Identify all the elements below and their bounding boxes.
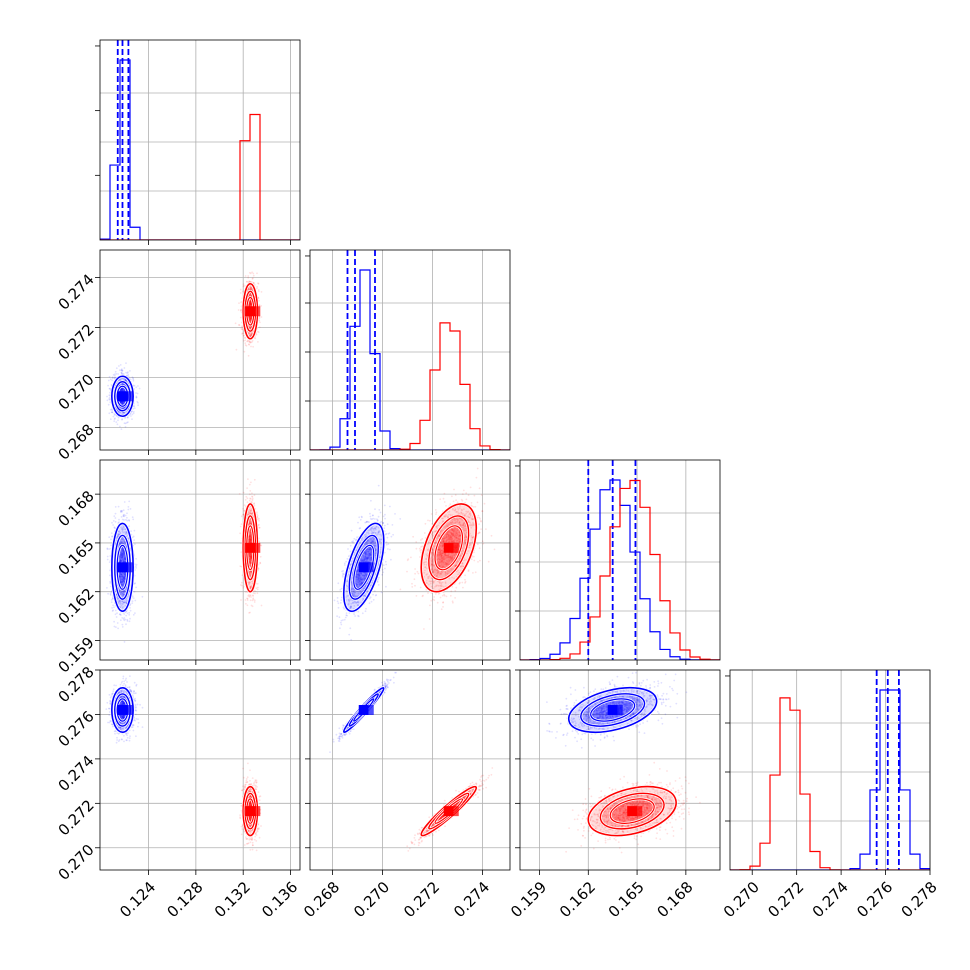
x-tick-label: 0.278 [898, 878, 941, 921]
grid-lines [310, 670, 510, 870]
scatter-panel-3-1 [95, 460, 300, 665]
x-tick-label: 0.124 [116, 878, 159, 921]
density-peak [117, 562, 127, 572]
density-peak [117, 391, 127, 401]
x-tick-label: 0.136 [258, 878, 301, 921]
x-tick-label: 0.128 [164, 878, 207, 921]
scatter-panel-4-2 [305, 669, 510, 875]
x-tick-label: 0.276 [853, 878, 896, 921]
contours-series-1 [112, 688, 133, 732]
scatter-panel-3-2 [305, 460, 510, 665]
contours-series-2 [583, 778, 681, 844]
density-peak [245, 306, 255, 316]
x-tick-label: 0.272 [400, 878, 443, 921]
x-tick-label: 0.162 [556, 878, 599, 921]
density-peak [608, 705, 618, 715]
y-tick-label: 0.165 [55, 536, 98, 579]
density-peak [444, 806, 454, 816]
histogram-panel-3 [515, 460, 720, 665]
contours-series-1 [112, 523, 133, 611]
scatter-panel-4-1 [95, 670, 300, 875]
scatter-panel-4-3 [515, 670, 720, 875]
y-tick-label: 0.168 [55, 487, 98, 530]
contours-series-2 [410, 496, 487, 599]
contours-series-2 [243, 284, 260, 339]
contours-series-1 [335, 519, 392, 615]
density-peak [359, 705, 369, 715]
panel-frame [310, 670, 510, 870]
x-tick-label: 0.270 [720, 878, 763, 921]
y-tick-label: 0.268 [55, 420, 98, 463]
y-tick-label: 0.162 [55, 585, 98, 628]
density-peak [245, 543, 255, 553]
y-tick-label: 0.274 [55, 752, 98, 795]
density-peak [627, 806, 637, 816]
y-tick-label: 0.272 [55, 796, 98, 839]
y-tick-label: 0.276 [55, 707, 98, 750]
x-tick-label: 0.168 [654, 878, 697, 921]
density-peak [444, 543, 454, 553]
y-tick-label: 0.270 [55, 370, 98, 413]
x-tick-label: 0.159 [507, 878, 550, 921]
x-tick-label: 0.270 [350, 878, 393, 921]
x-tick-label: 0.274 [809, 878, 852, 921]
contours-series-1 [112, 376, 133, 416]
contours-series-1 [564, 680, 661, 741]
histogram-panel-2 [305, 250, 510, 455]
contours-series-1 [341, 685, 386, 734]
x-tick-label: 0.132 [211, 878, 254, 921]
x-tick-label: 0.274 [450, 878, 493, 921]
y-tick-label: 0.270 [55, 841, 98, 884]
histogram-panel-4 [725, 670, 930, 875]
y-tick-label: 0.272 [55, 320, 98, 363]
y-tick-label: 0.274 [55, 270, 98, 313]
scatter-panel-2-1 [95, 250, 300, 455]
density-peak [245, 806, 255, 816]
corner-plot: 0.124 0.128 0.132 0.1360.268 0.270 0.272 0.274… [0, 0, 970, 970]
histogram-series-2 [520, 480, 720, 660]
contours-series-2 [418, 783, 480, 840]
density-peak [117, 705, 127, 715]
histogram-series-1 [310, 270, 510, 450]
histogram-series-1 [100, 60, 300, 240]
density-peak [359, 562, 369, 572]
x-tick-label: 0.268 [300, 878, 343, 921]
x-tick-label: 0.272 [764, 878, 807, 921]
panel-frame [100, 250, 300, 450]
x-tick-label: 0.165 [605, 878, 648, 921]
histogram-panel-1 [95, 40, 300, 245]
grid-lines [100, 250, 300, 450]
